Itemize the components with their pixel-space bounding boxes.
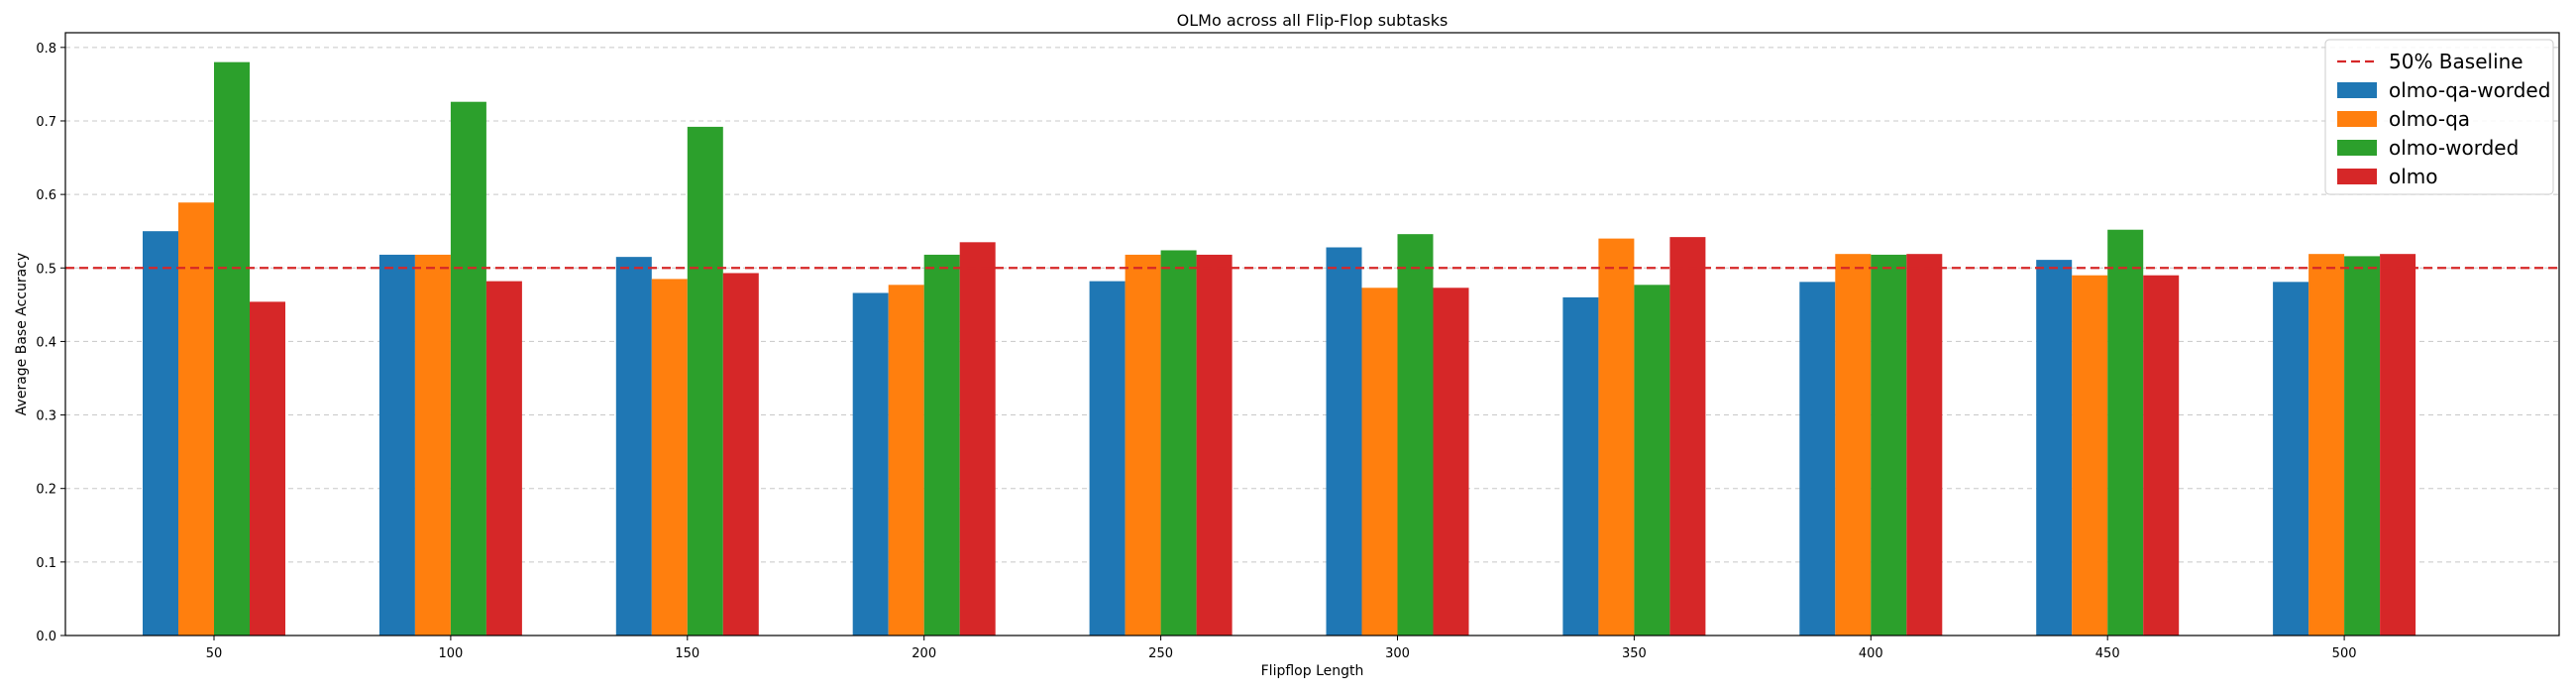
bar-olmo-qa-300 — [1361, 288, 1398, 636]
legend-swatch-olmo — [2337, 169, 2377, 184]
bar-olmo-worded-450 — [2107, 229, 2144, 636]
bar-olmo-qa-350 — [1598, 238, 1635, 636]
bar-olmo-qa-worded-300 — [1326, 247, 1362, 636]
bar-olmo-100 — [485, 281, 522, 636]
bar-olmo-300 — [1433, 288, 1469, 636]
legend: 50% Baseline olmo-qa-worded olmo-qa olmo-wo… — [2324, 39, 2554, 195]
bar-olmo-qa-worded-250 — [1089, 281, 1126, 636]
bar-olmo-qa-worded-200 — [852, 292, 889, 636]
legend-swatch-olmo-qa-worded — [2337, 82, 2377, 98]
x-axis-label: Flipflop Length — [1261, 663, 1364, 679]
bar-olmo-qa-450 — [2072, 275, 2108, 636]
bar-olmo-qa-50 — [178, 202, 214, 636]
x-tick-label: 300 — [1385, 646, 1410, 661]
x-tick-label: 400 — [1859, 646, 1883, 661]
y-tick-label: 0.7 — [36, 115, 56, 130]
bar-olmo-qa-400 — [1835, 254, 1872, 636]
legend-label-olmo-qa: olmo-qa — [2389, 107, 2470, 131]
bar-olmo-qa-worded-400 — [1799, 282, 1836, 636]
legend-label-olmo-worded: olmo-worded — [2389, 136, 2519, 160]
bar-olmo-350 — [1669, 237, 1706, 636]
y-tick-label: 0.2 — [36, 483, 56, 498]
bar-olmo-worded-300 — [1397, 234, 1434, 636]
bar-olmo-450 — [2143, 275, 2180, 636]
bar-olmo-qa-150 — [651, 279, 688, 636]
bar-olmo-worded-500 — [2344, 256, 2381, 636]
tick-labels: 0.0 0.1 0.2 0.3 0.4 0.5 0.6 0.7 0.8 50 100 150 200 25… — [36, 42, 2356, 661]
y-tick-label: 0.4 — [36, 335, 56, 350]
bar-olmo-200 — [959, 242, 996, 636]
axes — [64, 32, 2560, 636]
plot-frame — [64, 32, 2560, 636]
x-tick-label: 200 — [912, 646, 936, 661]
bar-olmo-qa-worded-100 — [378, 254, 415, 636]
bar-olmo-qa-500 — [2308, 254, 2345, 636]
legend-label-olmo: olmo — [2389, 165, 2438, 188]
y-tick-label: 0.6 — [36, 188, 56, 203]
bar-olmo-worded-250 — [1160, 250, 1197, 636]
y-tick-label: 0.0 — [36, 630, 56, 644]
bar-olmo-worded-350 — [1634, 285, 1670, 636]
legend-label-baseline: 50% Baseline — [2389, 50, 2523, 73]
bar-olmo-qa-worded-500 — [2273, 282, 2309, 636]
bar-olmo-worded-50 — [214, 61, 250, 636]
legend-swatch-olmo-worded — [2337, 140, 2377, 156]
bar-olmo-qa-100 — [414, 254, 451, 636]
x-tick-label: 50 — [206, 646, 223, 661]
bar-olmo-worded-200 — [923, 254, 960, 636]
bar-olmo-50 — [250, 301, 285, 636]
bar-olmo-qa-worded-350 — [1562, 296, 1599, 636]
x-tick-label: 450 — [2095, 646, 2120, 661]
x-tick-label: 500 — [2332, 646, 2357, 661]
y-tick-label: 0.1 — [36, 556, 56, 571]
legend-swatch-olmo-qa — [2337, 111, 2377, 127]
y-tick-label: 0.5 — [36, 262, 56, 277]
y-tick-label: 0.8 — [36, 42, 56, 57]
bar-olmo-qa-200 — [888, 285, 924, 636]
x-tick-label: 150 — [675, 646, 699, 661]
bar-olmo-qa-worded-50 — [143, 231, 178, 636]
x-tick-label: 250 — [1148, 646, 1173, 661]
x-tick-label: 350 — [1622, 646, 1647, 661]
chart-title: OLMo across all Flip-Flop subtasks — [1177, 11, 1449, 30]
x-tick-label: 100 — [438, 646, 463, 661]
legend-box — [2324, 39, 2554, 195]
bar-olmo-worded-100 — [450, 101, 486, 636]
bar-olmo-150 — [722, 273, 759, 636]
bar-olmo-qa-250 — [1125, 254, 1161, 636]
bar-olmo-worded-150 — [687, 126, 723, 636]
y-axis-label: Average Base Accuracy — [14, 253, 30, 415]
bar-olmo-worded-400 — [1871, 254, 1907, 636]
legend-label-olmo-qa-worded: olmo-qa-worded — [2389, 78, 2550, 102]
bar-olmo-qa-worded-150 — [615, 257, 652, 636]
bar-olmo-250 — [1196, 254, 1233, 636]
bars — [143, 61, 2416, 636]
bar-olmo-500 — [2380, 254, 2416, 636]
bar-olmo-qa-worded-450 — [2036, 260, 2073, 636]
bar-olmo-400 — [1906, 254, 1943, 636]
y-tick-label: 0.3 — [36, 409, 56, 424]
